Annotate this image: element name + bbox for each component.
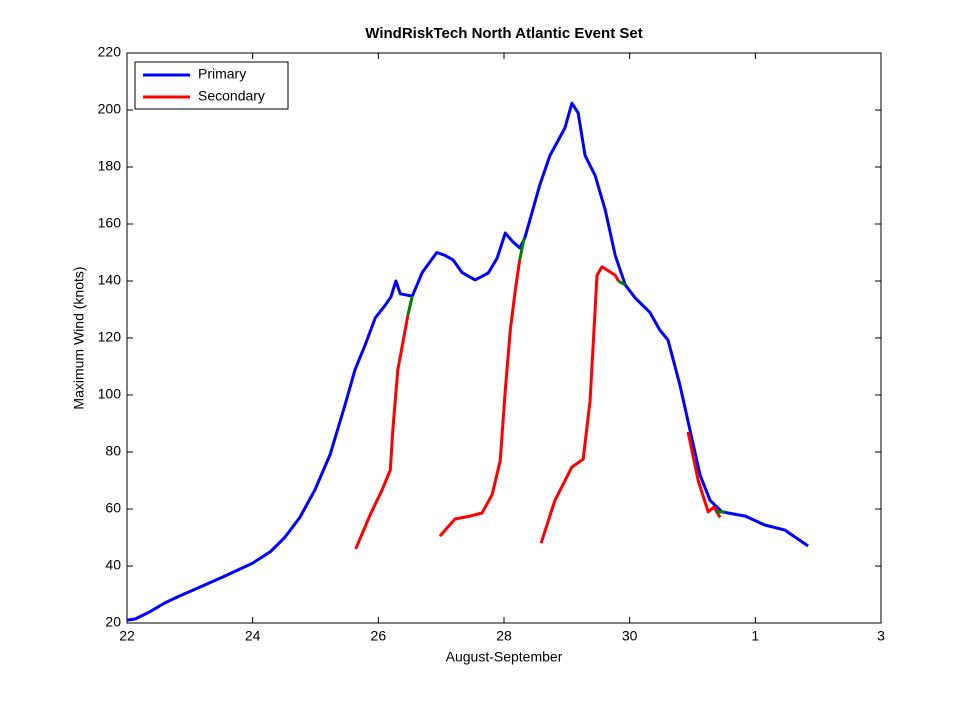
y-tick-label: 120 — [98, 329, 122, 345]
y-tick-label: 40 — [105, 557, 121, 573]
chart-title: WindRiskTech North Atlantic Event Set — [365, 25, 642, 42]
x-axis-label: August-September — [446, 649, 563, 665]
x-tick-label: 1 — [751, 628, 759, 644]
x-tick-label: 24 — [245, 628, 261, 644]
series-line — [354, 259, 722, 550]
series-line — [406, 238, 726, 514]
x-tick-label: 22 — [119, 628, 135, 644]
x-tick-label: 30 — [622, 628, 638, 644]
y-tick-label: 180 — [98, 158, 122, 174]
y-tick-label: 80 — [105, 443, 121, 459]
y-tick-label: 200 — [98, 101, 122, 117]
y-tick-label: 60 — [105, 500, 121, 516]
y-axis-label: Maximum Wind (knots) — [71, 266, 87, 409]
y-tick-label: 20 — [105, 614, 121, 630]
x-tick-label: 28 — [496, 628, 512, 644]
y-tick-label: 140 — [98, 272, 122, 288]
legend: Primary Secondary — [134, 61, 289, 110]
series-line — [126, 101, 809, 622]
legend-label: Secondary — [198, 88, 265, 104]
x-tick-label: 26 — [371, 628, 387, 644]
y-tick-label: 220 — [98, 44, 122, 60]
y-tick-label: 160 — [98, 215, 122, 231]
x-tick-label: 3 — [877, 628, 885, 644]
legend-label: Primary — [198, 66, 246, 82]
y-tick-label: 100 — [98, 386, 122, 402]
legend-box — [134, 61, 289, 110]
